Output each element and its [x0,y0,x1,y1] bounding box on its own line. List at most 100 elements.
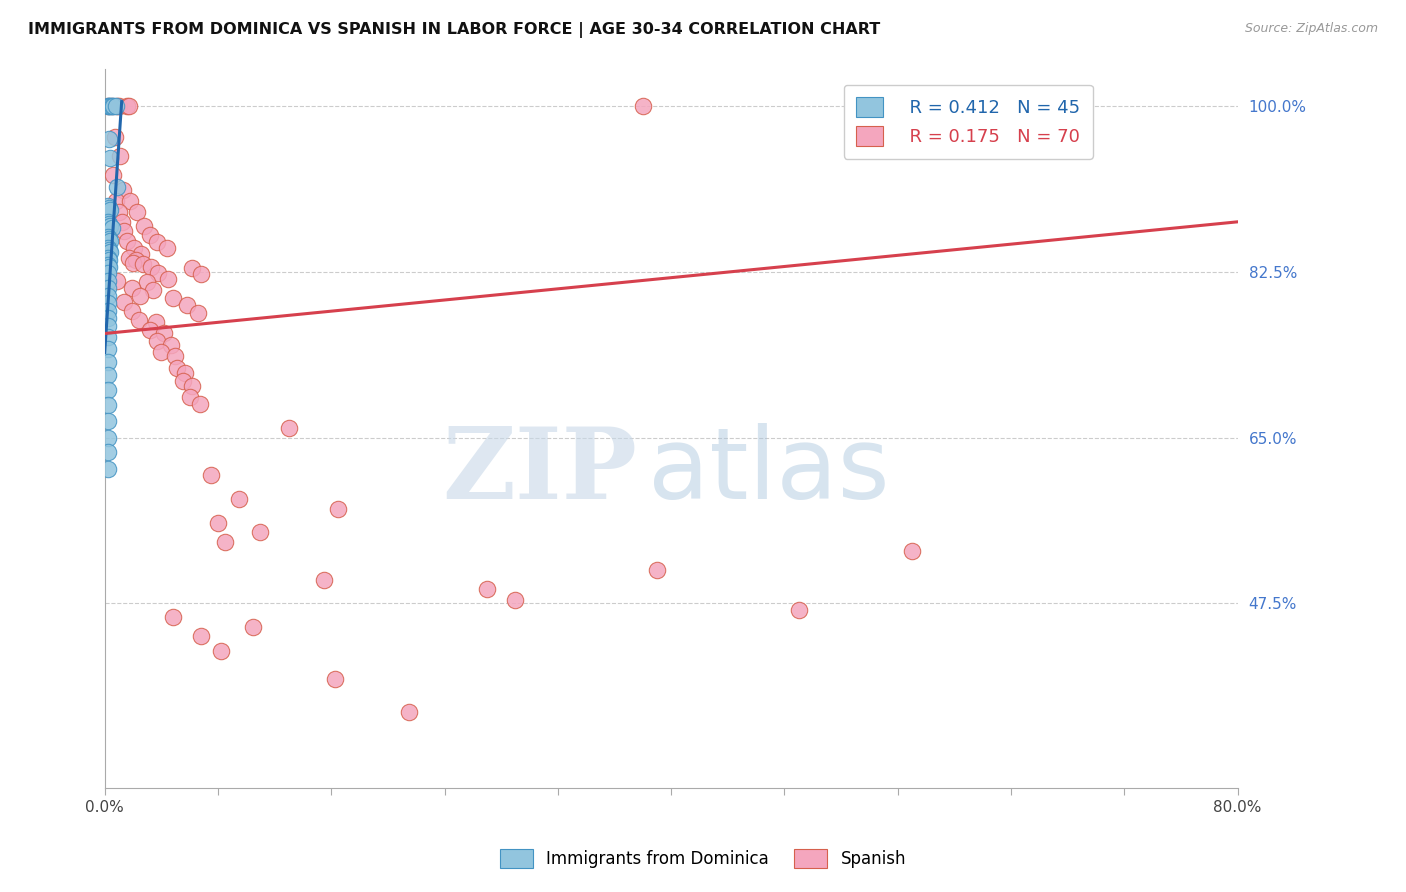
Point [96,399,118,413]
Point [97,99,120,113]
Point [96,199,118,213]
Point [96,99,118,113]
Point [108,205,131,219]
Point [142,283,165,297]
Point [96,355,118,369]
Point [112,183,135,197]
Point [277,421,299,435]
Point [645,563,668,577]
Point [97,201,120,215]
Point [118,99,141,113]
Point [325,672,347,686]
Point [156,241,179,255]
Point [96,368,118,383]
Point [141,260,163,275]
Point [96,318,118,333]
Point [96,230,118,244]
Legend:   R = 0.412   N = 45,   R = 0.175   N = 70: R = 0.412 N = 45, R = 0.175 N = 70 [844,85,1092,159]
Point [139,323,162,337]
Point [117,99,139,113]
Point [150,345,173,359]
Point [114,224,136,238]
Point [162,610,184,624]
Point [120,194,142,208]
Point [132,257,155,271]
Point [96,288,118,302]
Point [96,330,118,344]
Point [96,99,118,113]
Point [125,252,148,267]
Point [146,235,169,249]
Point [200,468,222,483]
Point [96,273,118,287]
Point [98,152,121,166]
Point [127,205,149,219]
Point [187,306,209,320]
Point [101,99,124,113]
Point [148,266,170,280]
Point [96,251,118,265]
Point [145,315,167,329]
Point [179,390,201,404]
Point [124,241,146,255]
Point [97,217,120,231]
Point [105,194,128,208]
Point [96,444,118,458]
Point [100,99,122,113]
Point [118,251,141,265]
Point [98,219,121,233]
Point [314,573,336,587]
Point [121,303,143,318]
Point [96,258,118,272]
Point [787,603,810,617]
Point [146,334,169,348]
Point [107,179,129,194]
Point [96,413,118,427]
Point [122,255,145,269]
Point [181,379,204,393]
Point [96,342,118,356]
Point [96,311,118,326]
Point [398,705,420,719]
Point [128,313,150,327]
Point [97,252,120,267]
Point [98,234,121,248]
Point [96,303,118,318]
Point [96,462,118,476]
Point [475,582,498,596]
Point [96,296,118,310]
Point [242,620,264,634]
Point [153,326,176,340]
Point [107,99,129,113]
Point [96,281,118,295]
Point [98,245,121,260]
Point [114,295,136,310]
Point [172,374,194,388]
Point [100,99,122,113]
Point [136,276,159,290]
Point [631,99,654,113]
Point [166,360,188,375]
Text: ZIP: ZIP [443,423,637,520]
Point [129,288,152,302]
Point [97,132,120,146]
Point [249,525,271,540]
Point [214,534,236,549]
Point [181,261,204,276]
Point [209,643,232,657]
Point [96,241,118,255]
Point [190,629,212,643]
Point [96,215,118,229]
Point [98,99,121,113]
Point [105,99,128,113]
Point [160,338,183,352]
Point [188,397,211,411]
Point [96,431,118,445]
Point [176,298,198,312]
Point [134,219,156,233]
Point [174,366,197,380]
Point [162,291,184,305]
Point [111,215,134,229]
Point [207,516,229,530]
Point [96,384,118,398]
